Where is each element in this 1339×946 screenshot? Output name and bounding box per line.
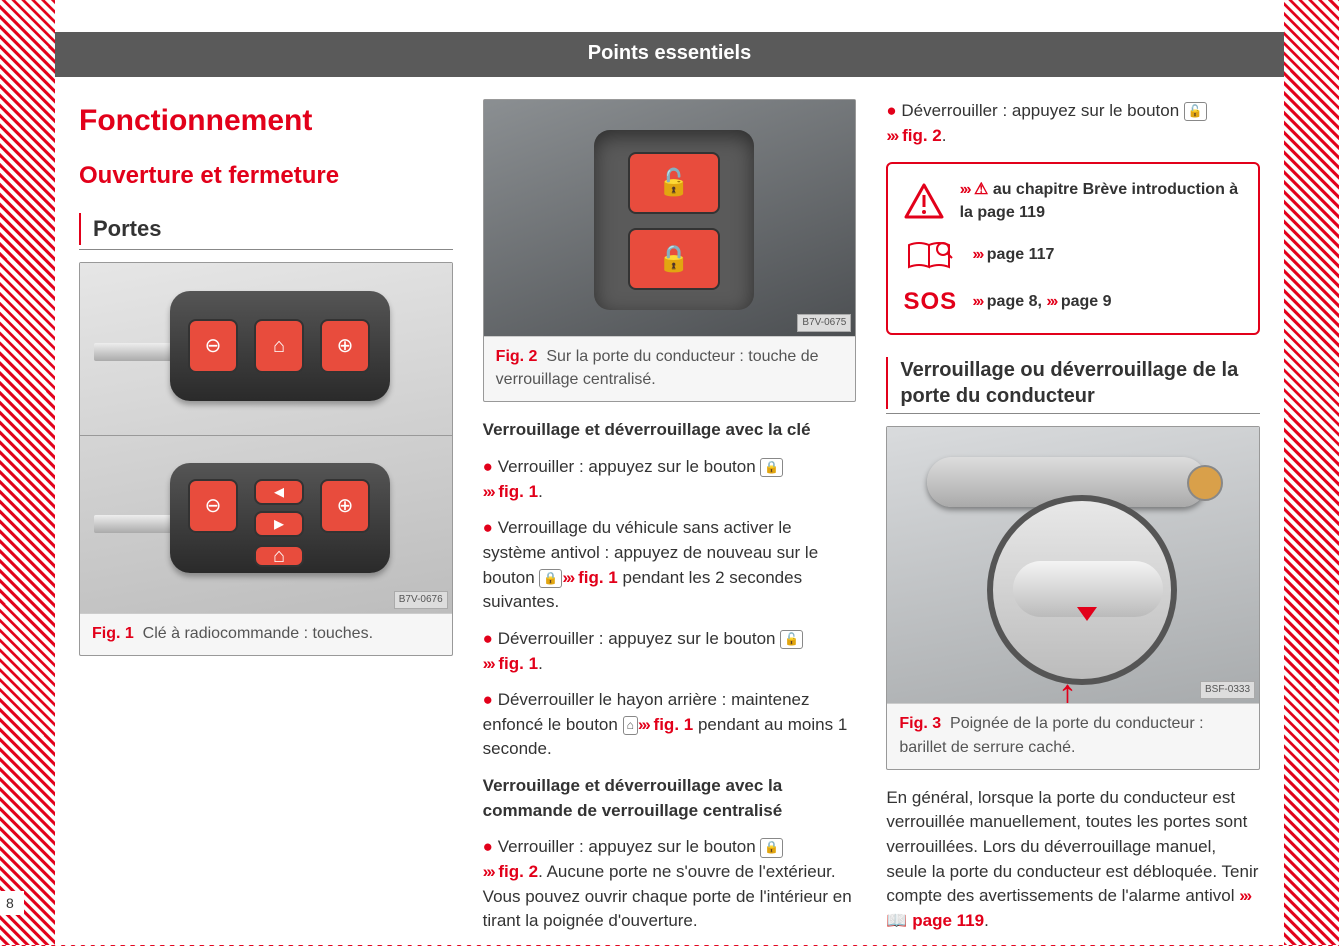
bullet-central-lock: ● Verrouiller : appuyez sur le bouton 🔒 … [483,835,857,934]
info-box: ››› ⚠ au chapitre Brève introduction à l… [886,162,1260,335]
sos-icon: SOS [902,285,958,320]
subsection-driver-door: Verrouillage ou déverrouillage de la por… [886,357,1260,409]
figure-3-caption: Fig. 3 Poignée de la porte du conducteur… [887,703,1259,768]
subsection-portes: Portes [79,213,453,245]
heading-lock-central: Verrouillage et déverrouillage avec la c… [483,774,857,823]
bullet-trunk: ● Déverrouiller le hayon arrière : maint… [483,688,857,762]
key2-unlock-icon: ⊖ [188,479,238,533]
bullet-lock-noalarm: ● Verrouillage du véhicule sans activer … [483,516,857,615]
page-number: 8 [0,891,24,915]
figure-1-caption: Fig. 1 Clé à radiocommande : touches. [80,613,452,655]
key2-lock-icon: ⊕ [320,479,370,533]
unlock-icon: 🔓 [1184,102,1207,121]
figure-3: ↑ BSF-0333 Fig. 3 Poignée de la porte du… [886,426,1260,769]
warning-triangle-icon [902,183,945,219]
column-middle: 🔓 🔒 B7V-0675 Fig. 2 Sur la porte du cond… [483,99,857,946]
heading-h2: Ouverture et fermeture [79,159,453,194]
book-magnifier-icon [902,239,958,271]
key-unlock-icon: ⊖ [188,319,238,373]
bullet-unlock: ● Déverrouiller : appuyez sur le bouton … [483,627,857,676]
bullet-central-unlock: ● Déverrouiller : appuyez sur le bouton … [886,99,1260,148]
figure-1-image: ⊖ ⌂ ⊕ ⊖ ◂ ▸ ⊕ ⌂ B7V-0676 [80,263,452,613]
page-header: Points essentiels [55,32,1284,77]
figure-2-caption: Fig. 2 Sur la porte du conducteur : touc… [484,336,856,401]
unlock-icon: 🔓 [780,630,803,649]
figure-2: 🔓 🔒 B7V-0675 Fig. 2 Sur la porte du cond… [483,99,857,402]
indicator-light-icon [1187,465,1223,501]
arrow-up-icon: ↑ [1057,665,1077,703]
info-row-warning: ››› ⚠ au chapitre Brève introduction à l… [902,178,1244,224]
info-row-sos: SOS ››› page 8, ››› page 9 [902,285,1244,320]
figure-1: ⊖ ⌂ ⊕ ⊖ ◂ ▸ ⊕ ⌂ B7V-0676 [79,262,453,656]
column-right: ● Déverrouiller : appuyez sur le bouton … [886,99,1260,946]
heading-h1: Fonctionnement [79,99,453,143]
figure-1-badge: B7V-0676 [394,591,448,610]
key2-slide-close-icon: ▸ [254,511,304,537]
door-unlock-icon: 🔓 [628,152,720,214]
key-trunk-icon: ⌂ [254,319,304,373]
key-lock-icon: ⊕ [320,319,370,373]
figure-3-badge: BSF-0333 [1200,681,1255,700]
column-left: Fonctionnement Ouverture et fermeture Po… [79,99,453,946]
figure-2-image: 🔓 🔒 B7V-0675 [484,100,856,336]
key2-slide-open-icon: ◂ [254,479,304,505]
lock-icon: 🔒 [760,838,783,857]
key2-trunk-icon: ⌂ [254,545,304,567]
figure-3-image: ↑ BSF-0333 [887,427,1259,703]
heading-lock-key: Verrouillage et déverrouillage avec la c… [483,418,857,443]
book-inline-icon: 📖 [886,911,907,930]
lock-icon: 🔒 [539,569,562,588]
bullet-lock: ● Verrouiller : appuyez sur le bouton 🔒 … [483,455,857,504]
info-row-book: ››› page 117 [902,239,1244,271]
trunk-icon: ⌂ [623,716,638,735]
door-lock-icon: 🔒 [628,228,720,290]
figure-2-badge: B7V-0675 [797,314,851,333]
lock-icon: 🔒 [760,458,783,477]
page-content: Points essentiels Fonctionnement Ouvertu… [55,0,1284,945]
para-driver-door: En général, lorsque la porte du conducte… [886,786,1260,934]
